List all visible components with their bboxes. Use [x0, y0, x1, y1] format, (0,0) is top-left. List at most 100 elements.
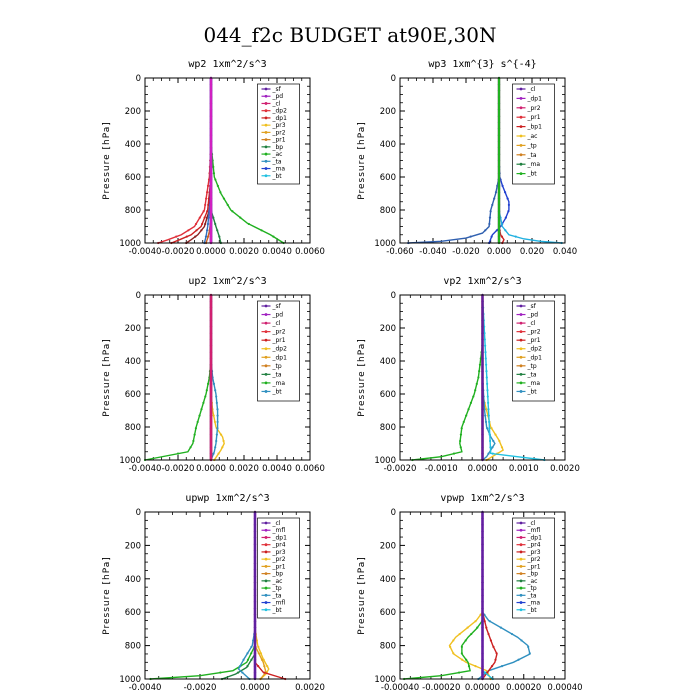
- series-marker: [481, 626, 484, 629]
- y-tick-label: 200: [380, 107, 396, 117]
- series-marker: [489, 446, 492, 449]
- series-marker: [209, 159, 213, 162]
- series-marker: [483, 408, 486, 411]
- series-marker: [212, 172, 216, 175]
- plot-frame: [144, 511, 311, 680]
- legend-marker: [264, 593, 268, 597]
- plot-frame: [144, 294, 311, 461]
- legend-marker: [264, 521, 268, 525]
- series-marker: [497, 108, 501, 111]
- legend-label: _mfl: [272, 527, 286, 534]
- series-marker: [209, 338, 213, 341]
- series-marker: [250, 645, 253, 648]
- panel-title: wp2 1xm^2/s^3: [188, 59, 266, 70]
- legend-label: _dp1: [272, 354, 288, 361]
- legend-marker: [264, 102, 268, 105]
- panel-title: up2 1xm^2/s^3: [188, 276, 266, 287]
- series-marker: [253, 594, 257, 597]
- legend-label: _dp2: [527, 346, 543, 353]
- series-marker: [481, 446, 484, 449]
- series-marker: [209, 172, 213, 175]
- legend-label: _cl: [527, 320, 536, 327]
- series-marker: [253, 632, 257, 636]
- y-tick-label: 800: [125, 423, 141, 433]
- series-marker: [497, 222, 501, 226]
- legend-marker: [519, 347, 523, 351]
- x-tick-label: 0.0020: [229, 247, 259, 257]
- series-marker: [175, 235, 178, 238]
- legend-label: _bp: [272, 571, 284, 578]
- series-marker: [481, 319, 484, 322]
- series-line-pr2: [481, 295, 505, 461]
- x-tick-label: 0.00000: [465, 683, 500, 693]
- legend-label: _pr1: [527, 337, 541, 344]
- legend-marker: [264, 586, 268, 590]
- series-marker: [474, 665, 477, 668]
- series-marker: [481, 581, 484, 584]
- y-tick-label: 800: [380, 423, 396, 433]
- x-tick-label: 0.0020: [550, 464, 580, 474]
- series-marker: [481, 357, 484, 360]
- legend-box: [257, 517, 300, 619]
- legend-marker: [264, 174, 268, 178]
- series-marker: [494, 658, 497, 661]
- series-marker: [216, 427, 219, 430]
- series-line-ac: [150, 512, 256, 680]
- legend-marker: [264, 372, 268, 376]
- series-marker: [209, 370, 213, 373]
- y-axis-label: Pressure [hPa]: [357, 121, 367, 200]
- series-marker: [486, 395, 489, 398]
- series-marker: [196, 420, 199, 424]
- legend-marker: [519, 579, 523, 583]
- series-marker: [483, 671, 486, 674]
- series-marker: [209, 319, 213, 322]
- series-marker: [207, 216, 210, 219]
- series-marker: [209, 376, 213, 379]
- series-marker: [481, 536, 484, 539]
- series-marker: [257, 652, 260, 655]
- y-tick-label: 200: [125, 324, 141, 334]
- series-marker: [499, 626, 503, 629]
- series-marker: [483, 620, 486, 623]
- y-tick-label: 800: [125, 206, 141, 216]
- series-marker: [209, 357, 213, 360]
- series-marker: [215, 401, 218, 404]
- legend-label: _pd: [272, 312, 284, 319]
- legend-label: _dp2: [272, 346, 288, 353]
- series-marker: [253, 645, 257, 648]
- series-line-bt: [481, 294, 545, 461]
- legend-marker: [264, 304, 268, 308]
- series-marker: [497, 210, 501, 213]
- series-marker: [214, 178, 217, 181]
- series-marker: [209, 140, 213, 143]
- series-marker: [478, 363, 482, 366]
- series-marker: [209, 121, 213, 124]
- series-marker: [481, 351, 484, 354]
- series-line-dp2: [144, 295, 212, 461]
- series-marker: [486, 382, 489, 385]
- y-tick-label: 800: [380, 642, 396, 652]
- series-marker: [263, 665, 266, 668]
- legend-marker: [519, 313, 523, 316]
- series-marker: [253, 626, 257, 629]
- legend-box: [257, 83, 300, 185]
- series-marker: [209, 351, 213, 354]
- legend-marker: [264, 528, 268, 532]
- series-marker: [253, 575, 257, 578]
- series-marker: [209, 210, 213, 213]
- series-marker: [253, 671, 257, 674]
- series-marker: [488, 222, 491, 226]
- series-marker: [481, 587, 484, 591]
- series-marker: [260, 229, 263, 232]
- series-marker: [206, 210, 209, 213]
- legend-label: _pd: [527, 312, 539, 319]
- series-marker: [185, 235, 188, 238]
- x-tick-label: 0.040: [553, 247, 577, 257]
- panel-vp2: vp2 1xm^2/s^3 Pressure [hPa] 0 200 400 600 800…: [357, 276, 580, 474]
- series-marker: [206, 382, 210, 385]
- series-line-ta: [408, 78, 500, 244]
- x-tick-label: 0.0060: [295, 464, 325, 474]
- series-line-dp2: [412, 295, 484, 461]
- series-marker: [213, 420, 217, 424]
- series-marker: [500, 222, 503, 226]
